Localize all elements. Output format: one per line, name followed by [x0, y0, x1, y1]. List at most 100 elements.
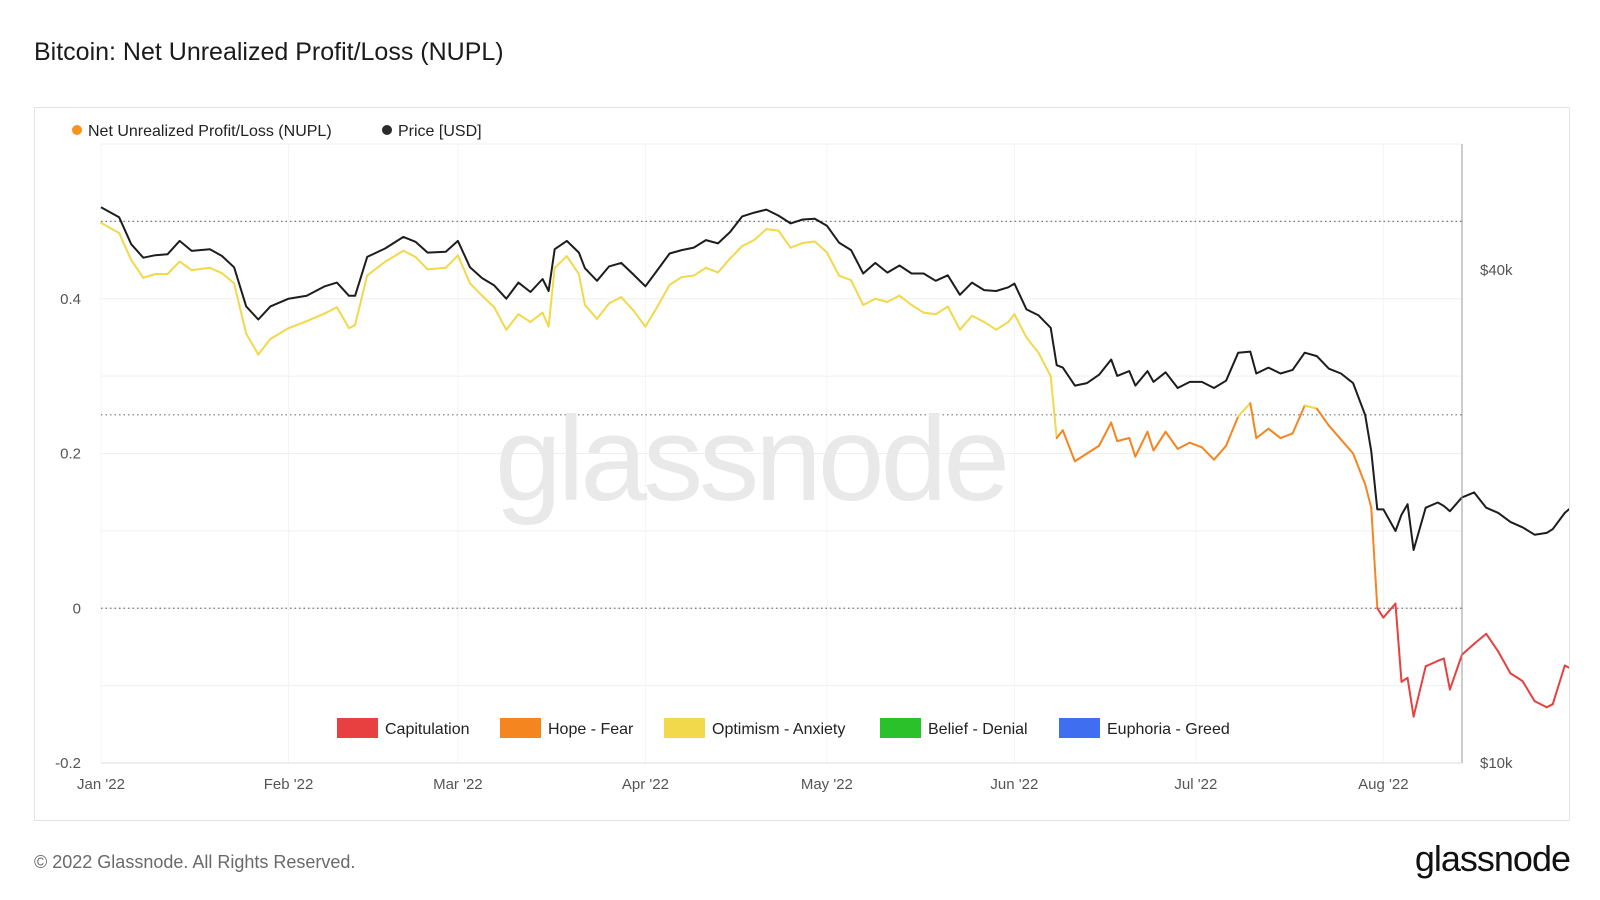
- nupl-segment: [1291, 404, 1306, 435]
- nupl-segment: [335, 306, 351, 330]
- price-series-line: [100, 206, 1569, 551]
- nupl-segment: [1279, 432, 1294, 440]
- nupl-chart: glassnode -0.2 0 0.2 0.4 $10k $40k Jan '22 Feb …: [55, 123, 1569, 793]
- nupl-segment: [1267, 427, 1282, 440]
- nupl-segment: [1128, 437, 1137, 458]
- nupl-segment: [813, 240, 828, 254]
- nupl-segment: [850, 279, 865, 306]
- nupl-segment: [983, 320, 998, 331]
- nupl-segment: [971, 314, 986, 323]
- nupl-segment: [1352, 452, 1367, 486]
- zone-label: Hope - Fear: [548, 721, 634, 738]
- nupl-segment: [1164, 430, 1179, 450]
- zone-swatch: [880, 718, 921, 738]
- nupl-segment: [632, 309, 647, 328]
- nupl-segment: [620, 296, 635, 312]
- nupl-segment: [765, 228, 780, 232]
- x-tick-label: Jun '22: [990, 776, 1038, 793]
- nupl-segment: [898, 294, 913, 306]
- nupl-segment: [1533, 700, 1548, 709]
- nupl-series: [100, 221, 1569, 718]
- nupl-segment: [1007, 313, 1016, 323]
- nupl-segment: [142, 272, 157, 279]
- nupl-segment: [1461, 642, 1476, 656]
- y-left-tick-label: 0: [73, 600, 81, 617]
- nupl-segment: [644, 305, 659, 328]
- nupl-segment: [1085, 444, 1101, 455]
- nupl-segment: [384, 249, 405, 263]
- nupl-segment: [1049, 375, 1058, 440]
- nupl-segment: [1376, 607, 1385, 619]
- nupl-segment: [553, 255, 568, 269]
- zone-label: Optimism - Anxiety: [712, 721, 845, 738]
- nupl-segment: [323, 306, 338, 315]
- nupl-segment: [577, 272, 586, 306]
- nupl-segment: [208, 266, 223, 275]
- zone-swatch: [1059, 718, 1100, 738]
- y-right-tick-label: $40k: [1480, 262, 1513, 279]
- nupl-segment: [1255, 427, 1270, 440]
- nupl-segment: [1176, 441, 1191, 450]
- nupl-segment: [825, 251, 840, 277]
- legend-top: Net Unrealized Profit/Loss (NUPL) Price […: [72, 123, 482, 140]
- nupl-segment: [287, 320, 308, 330]
- nupl-segment: [1436, 657, 1445, 662]
- x-tick-label: Jan '22: [77, 776, 125, 793]
- nupl-segment: [257, 337, 272, 356]
- x-tick-label: Feb '22: [264, 776, 314, 793]
- nupl-segment: [1212, 444, 1228, 461]
- nupl-segment: [934, 305, 949, 316]
- nupl-segment: [753, 228, 768, 241]
- nupl-segment: [789, 242, 804, 249]
- nupl-segment: [874, 297, 889, 303]
- nupl-segment: [1497, 650, 1512, 675]
- nupl-segment: [402, 249, 417, 258]
- nupl-segment: [1025, 336, 1040, 354]
- nupl-segment: [1146, 430, 1155, 452]
- nupl-segment: [1563, 664, 1569, 669]
- zone-swatch: [500, 718, 541, 738]
- x-tick-label: Mar '22: [433, 776, 483, 793]
- nupl-segment: [541, 311, 550, 328]
- zone-swatch: [337, 718, 378, 738]
- nupl-segment: [596, 302, 611, 320]
- nupl-segment: [1340, 438, 1355, 455]
- copyright-text: © 2022 Glassnode. All Rights Reserved.: [34, 852, 356, 872]
- nupl-segment: [505, 313, 520, 331]
- nupl-segment: [233, 282, 248, 335]
- nupl-segment: [1327, 424, 1343, 441]
- nupl-segment: [1249, 402, 1258, 440]
- nupl-segment: [995, 320, 1010, 331]
- nupl-segment: [426, 266, 447, 271]
- axis-layer: -0.2 0 0.2 0.4 $10k $40k Jan '22 Feb '22 Mar '22…: [55, 144, 1513, 793]
- y-left-tick-label: -0.2: [55, 755, 81, 772]
- nupl-segment: [862, 297, 877, 306]
- legend-label: Price [USD]: [398, 123, 482, 140]
- glassnode-logo: glassnode: [1414, 838, 1571, 879]
- nupl-segment: [456, 254, 471, 285]
- nupl-segment: [1485, 632, 1500, 653]
- nupl-segment: [958, 314, 974, 331]
- nupl-segment: [1055, 429, 1064, 440]
- x-tick-label: Jul '22: [1174, 776, 1217, 793]
- nupl-segment: [178, 260, 193, 272]
- nupl-segment: [547, 266, 556, 328]
- nupl-segment: [656, 283, 671, 308]
- y-right-tick-label: $10k: [1480, 755, 1513, 772]
- nupl-segment: [692, 266, 707, 277]
- nupl-segment: [1406, 676, 1415, 718]
- nupl-segment: [444, 254, 459, 269]
- page-title: Bitcoin: Net Unrealized Profit/Loss (NUP…: [34, 38, 504, 66]
- nupl-segment: [130, 259, 145, 279]
- nupl-segment: [1424, 659, 1439, 668]
- x-tick-label: May '22: [801, 776, 853, 793]
- nupl-segment: [166, 260, 181, 275]
- nupl-segment: [1200, 446, 1215, 461]
- nupl-segment: [1412, 665, 1427, 718]
- nupl-segment: [1364, 483, 1373, 509]
- legend-dot: [72, 125, 82, 135]
- watermark-text: glassnode: [495, 392, 1006, 526]
- nupl-segment: [1545, 703, 1554, 709]
- nupl-segment: [1315, 407, 1330, 427]
- grid-layer: [100, 143, 1462, 764]
